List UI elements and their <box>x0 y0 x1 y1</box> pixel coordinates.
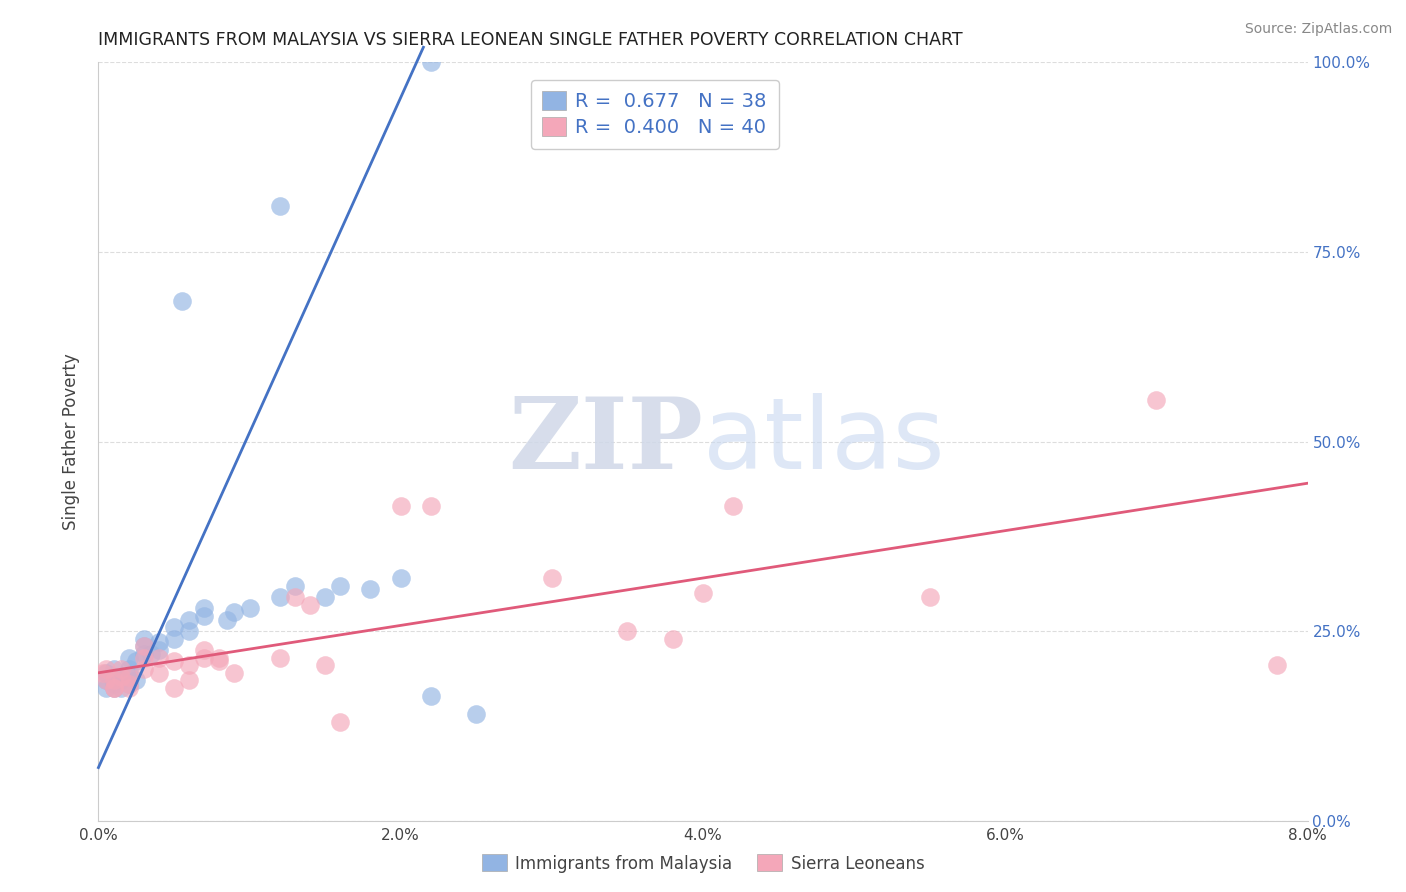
Point <box>163 632 186 646</box>
Point <box>103 681 125 695</box>
Point <box>179 673 201 688</box>
Point <box>420 689 443 703</box>
Point <box>94 681 117 695</box>
Point <box>661 632 683 646</box>
Point <box>193 601 215 615</box>
Point <box>193 608 215 623</box>
Legend: R =  0.677   N = 38, R =  0.400   N = 40: R = 0.677 N = 38, R = 0.400 N = 40 <box>530 79 779 149</box>
Point <box>94 673 117 688</box>
Point <box>208 655 231 669</box>
Point <box>148 643 170 657</box>
Point <box>284 590 307 604</box>
Point <box>132 639 155 653</box>
Point <box>329 579 352 593</box>
Point <box>314 658 336 673</box>
Point <box>118 681 141 695</box>
Point <box>314 590 336 604</box>
Point <box>118 677 141 691</box>
Legend: Immigrants from Malaysia, Sierra Leoneans: Immigrants from Malaysia, Sierra Leonean… <box>475 847 931 880</box>
Point <box>179 613 201 627</box>
Point <box>389 499 412 513</box>
Point <box>103 673 125 688</box>
Point <box>110 669 132 683</box>
Point <box>118 650 141 665</box>
Point <box>163 655 186 669</box>
Point <box>132 650 155 665</box>
Point <box>329 715 352 730</box>
Point <box>94 673 117 688</box>
Point <box>299 598 322 612</box>
Point <box>118 662 141 676</box>
Point <box>118 677 141 691</box>
Point <box>132 632 155 646</box>
Point <box>179 624 201 639</box>
Point <box>269 590 291 604</box>
Point <box>103 677 125 691</box>
Point <box>132 647 155 661</box>
Point <box>125 673 148 688</box>
Point <box>224 665 246 680</box>
Point <box>148 650 170 665</box>
Point <box>103 681 125 695</box>
Point <box>110 673 132 688</box>
Point <box>389 571 412 585</box>
Point <box>103 681 125 695</box>
Point <box>284 579 307 593</box>
Point <box>163 681 186 695</box>
Point <box>269 650 291 665</box>
Point <box>239 601 262 615</box>
Point <box>193 643 215 657</box>
Point <box>215 613 238 627</box>
Text: Source: ZipAtlas.com: Source: ZipAtlas.com <box>1244 22 1392 37</box>
Point <box>224 605 246 619</box>
Text: IMMIGRANTS FROM MALAYSIA VS SIERRA LEONEAN SINGLE FATHER POVERTY CORRELATION CHA: IMMIGRANTS FROM MALAYSIA VS SIERRA LEONE… <box>98 31 963 49</box>
Point <box>125 655 148 669</box>
Point <box>91 665 114 680</box>
Point <box>1146 392 1168 407</box>
Point <box>692 586 714 600</box>
Y-axis label: Single Father Poverty: Single Father Poverty <box>62 353 80 530</box>
Point <box>118 669 141 683</box>
Text: ZIP: ZIP <box>508 393 703 490</box>
Point <box>918 590 941 604</box>
Point <box>148 665 170 680</box>
Point <box>616 624 638 639</box>
Point <box>110 681 132 695</box>
Point <box>94 662 117 676</box>
Point <box>163 620 186 634</box>
Point <box>132 662 155 676</box>
Point <box>1267 658 1289 673</box>
Point <box>94 665 117 680</box>
Point <box>465 707 488 722</box>
Point <box>193 650 215 665</box>
Point <box>360 582 382 597</box>
Point <box>269 199 291 213</box>
Point <box>118 669 141 683</box>
Point <box>723 499 745 513</box>
Point <box>103 662 125 676</box>
Point <box>179 658 201 673</box>
Point <box>420 55 443 70</box>
Point <box>132 639 155 653</box>
Point <box>103 669 125 683</box>
Text: atlas: atlas <box>703 393 945 490</box>
Point <box>540 571 562 585</box>
Point <box>420 499 443 513</box>
Point <box>141 647 163 661</box>
Point <box>110 662 132 676</box>
Point <box>148 635 170 649</box>
Point <box>208 650 231 665</box>
Point <box>170 294 193 309</box>
